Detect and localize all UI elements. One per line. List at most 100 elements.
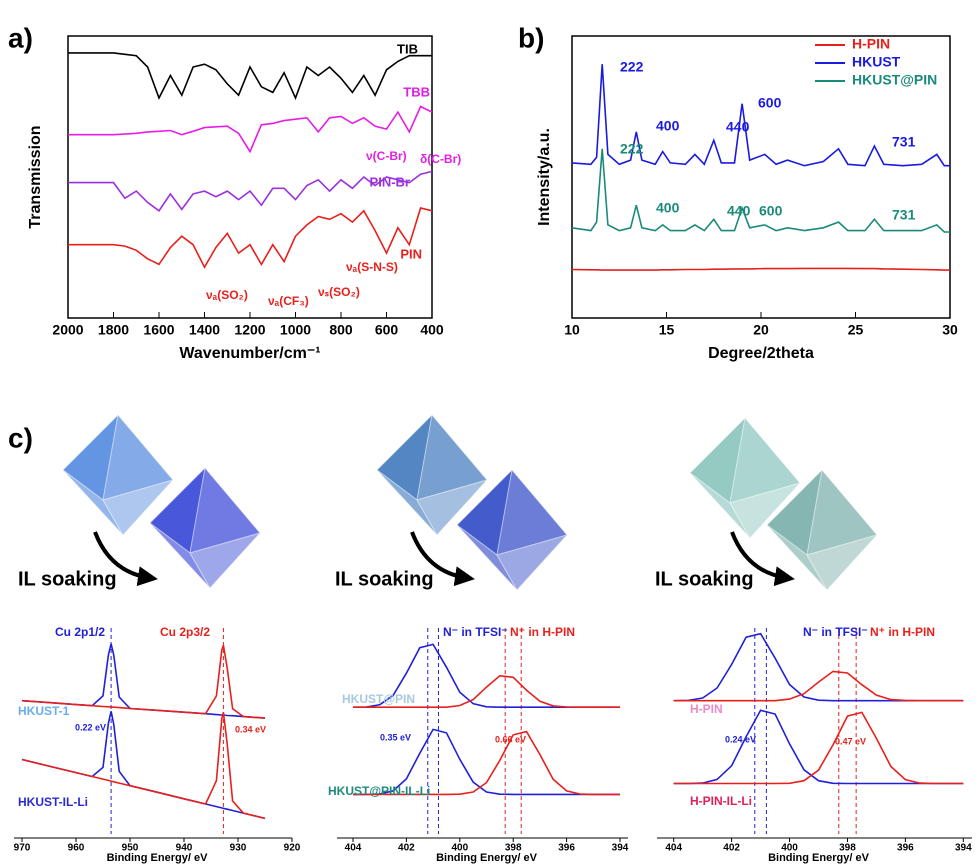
x-tick-label: 1400 [189,322,220,338]
x-tick-label: 15 [659,322,675,338]
step-label: IL soaking [18,568,117,590]
x-tick-label: 30 [942,322,958,338]
annotation: 731 [892,207,916,223]
x-tick-label: 970 [14,843,31,854]
x-tick-label: 2000 [52,322,83,338]
annotation: νₐ(S-N-S) [346,260,398,274]
series-line [68,105,433,154]
x-tick-label: 400 [781,843,798,854]
x-tick-label: 950 [122,843,139,854]
arrow [730,531,795,587]
x-tick-label: 396 [558,843,575,854]
arrow [93,531,158,587]
panel: 404 402 400 398 396 394 Binding Energy/ eV N⁻ i… [328,625,629,864]
x-axis-title: Wavenumber/cm⁻¹ [179,345,320,362]
x-tick-label: 400 [420,322,444,338]
x-tick-label: 600 [375,322,399,338]
x-tick-label: 398 [505,843,522,854]
x-tick-label: 920 [284,843,301,854]
x-tick-label: 404 [345,843,362,854]
arrow [410,531,475,587]
annotation: νₛ(SO₂) [318,285,360,299]
annotation: N⁺ in H-PIN [510,625,575,639]
x-tick-label: 10 [564,322,580,338]
annotation: N⁻ in TFSI⁻ [443,625,508,639]
x-tick-label: 396 [897,843,914,854]
x-tick-label: 402 [398,843,415,854]
series-line [21,645,266,719]
x-axis-title: Binding Energy/ eV [768,852,870,864]
panel: 404 402 400 398 396 394 Binding Energy/ eV N⁻ i… [657,625,972,864]
annotation: H-PIN [690,702,723,716]
annotation: 0.66 eV [495,734,526,744]
annotation: N⁻ in TFSI⁻ [803,625,868,639]
x-tick-label: 394 [955,843,972,854]
annotation: 440 [727,203,751,219]
annotation: 0.35 eV [380,732,411,742]
annotation: HKUST@PIN-IL-Li [328,784,430,798]
annotation: 440 [726,119,750,135]
annotation: 0.22 eV [75,722,106,732]
legend-label: H-PIN [852,36,890,52]
annotation: 600 [759,203,783,219]
y-axis-title: Intensity/a.u. [536,128,553,226]
x-tick-label: 404 [665,843,682,854]
series-line [571,267,950,271]
series-label: PIN-Br [370,174,410,189]
series-line [353,730,620,796]
series-line [353,728,620,796]
x-tick-label: 20 [753,322,769,338]
annotation: 731 [892,134,916,150]
series-line [21,712,266,820]
annotation: νₐ(CF₃) [268,294,309,308]
series-label: PIN [400,246,422,261]
step-label: IL soaking [335,568,434,590]
crystals [62,414,878,591]
panel-label: a) [8,22,33,53]
series-line [673,709,964,785]
panel-label: c) [8,422,33,453]
annotation: 600 [758,95,782,111]
annotation: HKUST@PIN [342,692,415,706]
series-line [673,670,964,702]
series-line [353,674,620,708]
annotation: 0.34 eV [235,724,266,734]
legend-label: HKUST@PIN [852,72,937,88]
annotation: νₐ(SO₂) [206,288,248,302]
series-label: TBB [403,84,430,99]
annotation: 222 [620,59,644,75]
x-axis-title: Binding Energy/ eV [107,852,209,864]
panel: 970 960 950 940 930 920 Binding Energy/ eV Cu 2… [14,625,301,864]
x-tick-label: 800 [329,322,353,338]
legend-label: HKUST [852,54,901,70]
x-axis-title: Degree/2theta [708,345,814,362]
x-tick-label: 1800 [98,322,129,338]
series-line [68,170,433,212]
annotation: Cu 2p3/2 [160,625,210,639]
annotation: Cu 2p1/2 [55,625,105,639]
x-tick-label: 402 [723,843,740,854]
annotation: δ(C-Br) [420,152,461,166]
annotation: HKUST-1 [18,704,70,718]
series-line [68,207,433,269]
x-tick-label: 1000 [280,322,311,338]
x-tick-label: 394 [612,843,629,854]
x-tick-label: 1200 [234,322,265,338]
x-axis-title: Binding Energy/ eV [436,852,538,864]
annotation: 400 [656,200,680,216]
x-tick-label: 1600 [143,322,174,338]
series-line [68,52,432,101]
annotation: ν(C-Br) [366,149,407,163]
x-tick-label: 400 [451,843,468,854]
annotation: 400 [656,118,680,134]
series-line [673,632,964,702]
annotation: N⁺ in H-PIN [870,625,935,639]
panel: 10 15 20 25 30 Degree/2theta Intensity/a.u. H-P… [536,35,958,362]
panel-label: b) [518,22,544,53]
x-tick-label: 25 [848,322,864,338]
panel: 2000 1800 1600 1400 1200 1000 800 600 400 Wavenum… [27,35,461,362]
series-line [571,148,950,233]
series-line [673,711,964,785]
